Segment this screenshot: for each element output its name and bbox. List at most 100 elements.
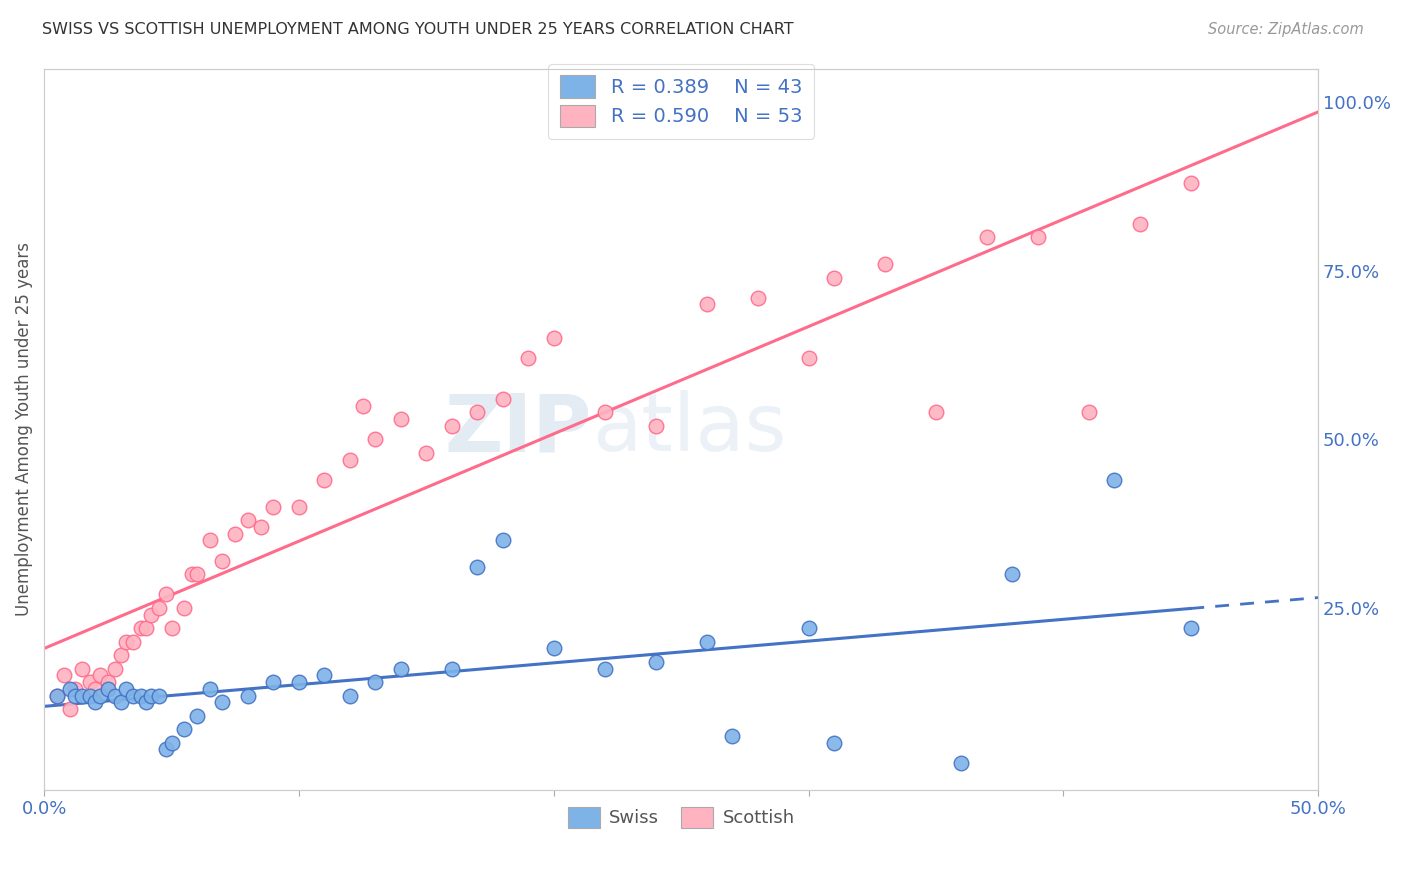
Point <box>97 675 120 690</box>
Point <box>721 729 744 743</box>
Point <box>135 695 157 709</box>
Point <box>236 513 259 527</box>
Point <box>79 689 101 703</box>
Point <box>97 681 120 696</box>
Point <box>593 405 616 419</box>
Point <box>84 681 107 696</box>
Point <box>593 662 616 676</box>
Point <box>465 560 488 574</box>
Point <box>53 668 76 682</box>
Point <box>925 405 948 419</box>
Point <box>1077 405 1099 419</box>
Point <box>1026 230 1049 244</box>
Text: ZIP: ZIP <box>444 390 592 468</box>
Point <box>339 452 361 467</box>
Point <box>139 607 162 622</box>
Legend: Swiss, Scottish: Swiss, Scottish <box>561 800 801 835</box>
Point <box>160 621 183 635</box>
Point <box>352 399 374 413</box>
Point <box>148 689 170 703</box>
Point <box>873 257 896 271</box>
Point <box>288 500 311 514</box>
Point <box>186 708 208 723</box>
Point <box>79 675 101 690</box>
Point <box>492 533 515 548</box>
Point <box>440 662 463 676</box>
Point <box>1001 567 1024 582</box>
Point <box>389 412 412 426</box>
Point <box>211 554 233 568</box>
Point <box>173 723 195 737</box>
Point <box>114 634 136 648</box>
Point <box>211 695 233 709</box>
Point <box>950 756 973 770</box>
Point <box>58 702 80 716</box>
Point <box>135 621 157 635</box>
Point <box>180 567 202 582</box>
Point <box>644 418 666 433</box>
Point <box>198 681 221 696</box>
Point <box>288 675 311 690</box>
Point <box>696 634 718 648</box>
Point <box>129 689 152 703</box>
Point <box>129 621 152 635</box>
Point <box>440 418 463 433</box>
Point <box>314 473 336 487</box>
Text: SWISS VS SCOTTISH UNEMPLOYMENT AMONG YOUTH UNDER 25 YEARS CORRELATION CHART: SWISS VS SCOTTISH UNEMPLOYMENT AMONG YOU… <box>42 22 794 37</box>
Point <box>110 695 132 709</box>
Point <box>58 681 80 696</box>
Point <box>45 689 67 703</box>
Point <box>415 446 437 460</box>
Point <box>72 689 94 703</box>
Point <box>236 689 259 703</box>
Point <box>104 662 127 676</box>
Point <box>492 392 515 406</box>
Point <box>160 736 183 750</box>
Point <box>543 641 565 656</box>
Point <box>797 621 820 635</box>
Point <box>1129 217 1152 231</box>
Point <box>262 675 284 690</box>
Point <box>139 689 162 703</box>
Point <box>1180 621 1202 635</box>
Point <box>198 533 221 548</box>
Point <box>823 736 845 750</box>
Point <box>89 668 111 682</box>
Point <box>823 270 845 285</box>
Point <box>122 634 145 648</box>
Point <box>224 526 246 541</box>
Point <box>314 668 336 682</box>
Point <box>364 433 387 447</box>
Point <box>262 500 284 514</box>
Text: atlas: atlas <box>592 390 786 468</box>
Point <box>63 681 86 696</box>
Point <box>173 600 195 615</box>
Point <box>976 230 998 244</box>
Point <box>696 297 718 311</box>
Point <box>45 689 67 703</box>
Point <box>389 662 412 676</box>
Point <box>249 520 271 534</box>
Point <box>364 675 387 690</box>
Point <box>797 351 820 366</box>
Point <box>186 567 208 582</box>
Point <box>114 681 136 696</box>
Point <box>110 648 132 662</box>
Point <box>339 689 361 703</box>
Point <box>644 655 666 669</box>
Point <box>1180 176 1202 190</box>
Point <box>63 689 86 703</box>
Point <box>517 351 540 366</box>
Point <box>747 291 769 305</box>
Text: Source: ZipAtlas.com: Source: ZipAtlas.com <box>1208 22 1364 37</box>
Point <box>104 689 127 703</box>
Point <box>72 662 94 676</box>
Y-axis label: Unemployment Among Youth under 25 years: Unemployment Among Youth under 25 years <box>15 243 32 616</box>
Point <box>1104 473 1126 487</box>
Point <box>543 331 565 345</box>
Point <box>89 689 111 703</box>
Point <box>155 742 177 756</box>
Point <box>465 405 488 419</box>
Point <box>122 689 145 703</box>
Point <box>84 695 107 709</box>
